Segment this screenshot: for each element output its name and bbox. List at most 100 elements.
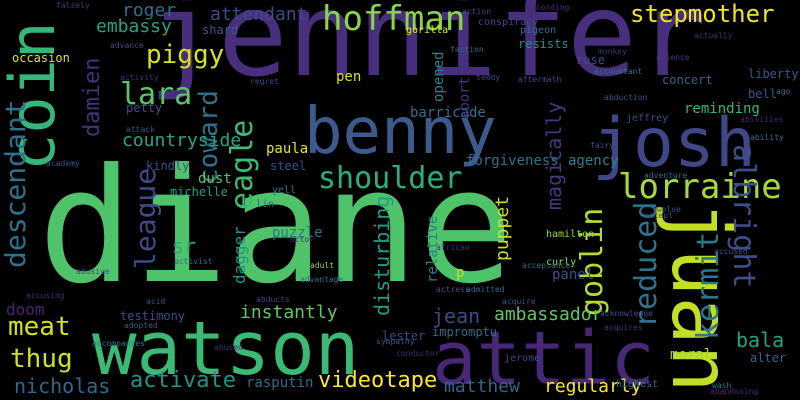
cloud-word-according: according [526, 3, 570, 12]
cloud-word-activist: activist [174, 257, 213, 266]
cloud-word-fairy: fairy [590, 141, 615, 150]
cloud-word-dust: dust [198, 171, 232, 187]
cloud-word-testimony: testimony [120, 309, 186, 323]
cloud-word-puppet: puppet [492, 195, 513, 261]
cloud-word-ruse: ruse [576, 53, 605, 67]
cloud-word-pigeon: pigeon [520, 25, 557, 36]
cloud-word-hoffman: hoffman [322, 0, 466, 39]
cloud-word-attack: attack [126, 125, 155, 134]
cloud-word-accusing: accusing [26, 291, 65, 300]
cloud-word-sympathy: sympathy [376, 337, 415, 346]
cloud-word-videotape: videotape [318, 368, 438, 393]
cloud-word-abused: abused [214, 343, 243, 352]
cloud-word-falsely: falsely [56, 1, 90, 10]
cloud-word-shard: shard [202, 23, 239, 37]
cloud-word-activate: activate [130, 368, 236, 393]
cloud-word-actor: actor [290, 235, 315, 244]
cloud-word-abusive: abusive [76, 267, 110, 276]
cloud-word-albright: albright [726, 144, 761, 289]
cloud-word-attic: attic [432, 316, 655, 400]
cloud-word-accused: accused [714, 247, 748, 256]
cloud-word-abortion: abortion [457, 51, 473, 119]
cloud-word-actress: actress [436, 285, 470, 294]
cloud-word-jerome: jerome [504, 353, 541, 364]
cloud-word-accountant: accountant [594, 67, 643, 76]
cloud-word-ago: ago [776, 87, 791, 96]
cloud-word-yell: yell [272, 185, 297, 196]
cloud-word-liberty: liberty [748, 67, 799, 81]
cloud-word-african: african [436, 243, 470, 252]
cloud-word-twelve: twelve [652, 205, 681, 214]
cloud-word-countryside: countryside [122, 130, 242, 151]
cloud-word-nicholas: nicholas [14, 374, 111, 398]
cloud-word-michelle: michelle [170, 185, 228, 199]
cloud-word-p: p [456, 265, 465, 281]
cloud-word-petty: petty [126, 101, 163, 115]
cloud-word-watson: watson [92, 306, 360, 392]
cloud-word-moral: moral [670, 347, 713, 363]
cloud-word-piggy: piggy [146, 40, 225, 70]
cloud-word-forgiveness: forgiveness [466, 153, 559, 169]
cloud-word-ability: ability [750, 133, 784, 142]
cloud-word-aftermath: aftermath [518, 75, 562, 84]
cloud-word-acknowledge: acknowledge [600, 309, 653, 318]
cloud-word-jeffrey: jeffrey [626, 113, 669, 124]
cloud-word-faction: faction [450, 45, 484, 54]
cloud-word-attendant: attendant [210, 4, 308, 25]
cloud-word-league: league [129, 167, 162, 269]
cloud-word-instantly: instantly [240, 302, 338, 323]
cloud-word-panel: panel [552, 267, 595, 283]
cloud-word-abilities: abilities [740, 115, 784, 124]
cloud-word-thug: thug [10, 344, 73, 374]
cloud-word-acquires: acquires [604, 323, 643, 332]
cloud-word-meat: meat [8, 312, 71, 342]
cloud-word-jennifer: jennifer [148, 0, 707, 103]
cloud-word-advance: advance [110, 41, 144, 50]
cloud-word-sr: sr [172, 234, 197, 258]
cloud-word-shoulder: shoulder [318, 161, 463, 196]
cloud-word-acceptance: acceptance [522, 261, 571, 270]
cloud-word-acid: acid [146, 297, 166, 306]
cloud-word-dagger: dagger [230, 226, 249, 284]
cloud-word-concert: concert [662, 73, 713, 87]
cloud-word-teddy: teddy [476, 73, 501, 82]
cloud-word-pen: pen [336, 69, 362, 85]
cloud-word-impromptu: impromptu [432, 325, 498, 339]
cloud-word-stepmother: stepmother [630, 0, 775, 28]
cloud-word-gorilla: gorilla [406, 25, 449, 36]
cloud-word-acquire: acquire [502, 297, 536, 306]
cloud-word-alter: alter [750, 351, 787, 365]
cloud-word-action: action [462, 7, 491, 16]
cloud-word-admitted: admitted [466, 285, 505, 294]
cloud-word-absence: absence [656, 53, 690, 62]
cloud-word-adopted: adopted [124, 321, 158, 330]
cloud-word-reminding: reminding [684, 101, 760, 117]
cloud-word-benny: benny [304, 95, 497, 169]
cloud-word-actually: actually [694, 31, 733, 40]
cloud-word-lara: lara [120, 77, 193, 112]
cloud-word-goblin: goblin [575, 207, 610, 316]
cloud-word-abandoning: abandoning [710, 387, 759, 396]
cloud-word-abduction: abduction [604, 93, 648, 102]
cloud-word-damien: damien [80, 57, 105, 137]
cloud-word-resists: resists [518, 37, 569, 51]
cloud-word-accept: accept [644, 211, 673, 220]
cloud-word-lin: lin [256, 199, 275, 210]
cloud-word-opened: opened [431, 51, 447, 102]
cloud-word-puzzle: puzzle [272, 225, 323, 241]
cloud-word-adventure: adventure [644, 171, 688, 180]
cloud-word-bell: bell [748, 87, 777, 101]
cloud-word-descendant: descendant [0, 99, 32, 268]
cloud-word-roger: roger [122, 0, 177, 21]
cloud-word-activity: activity [120, 73, 159, 82]
cloud-word-embassy: embassy [96, 16, 172, 37]
cloud-word-doom: doom [6, 300, 45, 319]
cloud-word-jean: jean [432, 304, 481, 328]
cloud-word-occasion: occasion [12, 51, 70, 65]
cloud-word-highest: highest [616, 379, 659, 390]
cloud-word-conductor: conductor [396, 349, 440, 358]
cloud-word-hamilton: hamilton [546, 229, 595, 240]
cloud-word-kindly: kindly [146, 159, 190, 173]
cloud-word-paula: paula [266, 141, 309, 157]
